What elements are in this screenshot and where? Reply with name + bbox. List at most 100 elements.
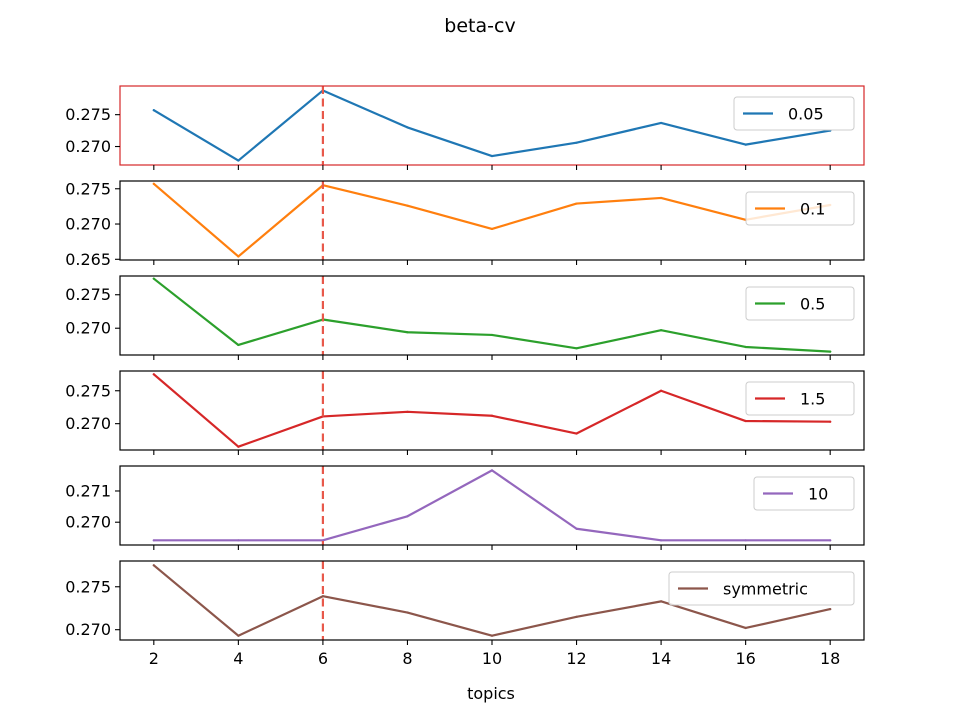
subplot-4: 0.270 0.275 1.5 [65,370,865,455]
legend-label: 0.05 [788,105,824,124]
legend-box [745,286,855,321]
subplot-2: 0.265 0.270 0.275 0.1 [65,179,865,269]
data-point [490,469,494,472]
x-tick-label: 2 [149,649,159,668]
data-point [152,564,155,567]
legend-box [745,381,855,416]
x-tick-label: 10 [482,649,502,668]
data-point [575,141,578,144]
x-tick-label: 16 [735,649,755,668]
data-point [575,202,578,205]
y-tick-label: 0.270 [65,137,111,156]
data-point [490,154,494,158]
data-point [659,196,663,200]
legend-label: 1.5 [800,390,825,409]
data-point [237,159,240,162]
subplot-6: 0.270 0.275 2 4 6 8 10 12 14 16 18 symmetric [65,560,865,668]
x-tick-label: 6 [318,649,328,668]
x-tick-label: 14 [651,649,671,668]
y-tick-label: 0.270 [65,215,111,234]
data-point [152,109,155,112]
y-tick-label: 0.275 [65,105,111,124]
legend: 0.05 [733,96,855,131]
data-point [152,539,155,542]
legend-label: 0.5 [800,295,825,314]
y-tick-label: 0.271 [65,481,111,500]
legend: 0.5 [745,286,855,321]
y-tick-label: 0.275 [65,285,111,304]
data-point [575,527,578,530]
x-tick-label: 4 [233,649,243,668]
data-point [744,345,747,349]
data-point [406,515,409,518]
data-point [237,343,240,347]
data-point [744,143,747,146]
data-point [575,347,578,350]
data-point [237,634,240,637]
legend-box [733,96,855,131]
subplot-1: 0.270 0.275 0.05 [65,85,865,170]
data-point [321,595,325,598]
y-tick-label: 0.270 [65,414,111,433]
subplot-3: 0.270 0.275 0.5 [65,275,865,360]
y-tick-label: 0.275 [65,381,111,400]
data-point [321,539,325,542]
data-point [406,204,409,207]
plot-area [120,181,864,260]
data-point [659,389,663,392]
data-point [575,432,578,435]
plot-area [120,466,864,545]
data-point [490,333,494,337]
x-tick-label: 8 [402,649,412,668]
data-point [659,329,663,332]
data-point [490,414,494,417]
data-point [406,611,409,614]
y-tick-label: 0.270 [65,319,111,338]
data-point [237,539,240,542]
chart-title: beta-cv [444,15,515,37]
data-point [152,277,155,280]
legend-box [668,571,855,606]
data-point [152,182,155,185]
subplot-5: 0.270 0.271 10 [65,465,865,550]
legend-label: 10 [808,485,828,504]
data-point [829,350,832,353]
plot-area [120,371,864,450]
data-point [744,539,747,542]
data-point [829,607,832,611]
x-tick-label: 12 [566,649,586,668]
data-point [490,227,494,231]
data-point [490,634,494,637]
x-tick-label: 18 [820,649,840,668]
data-point [237,255,240,258]
legend: 1.5 [745,381,855,416]
legend-label: symmetric [723,580,808,599]
y-tick-label: 0.270 [65,620,111,639]
data-point [152,373,155,376]
data-point [406,126,409,129]
legend-label: 0.1 [800,200,825,219]
data-point [237,445,240,448]
data-point [659,121,663,125]
legend-box [753,476,855,511]
x-axis-label: topics [467,684,515,703]
y-tick-label: 0.270 [65,513,111,532]
plot-area [120,276,864,355]
data-point [659,600,663,603]
legend: symmetric [668,571,855,606]
y-tick-label: 0.275 [65,179,111,198]
y-tick-label: 0.265 [65,250,111,269]
legend-box [745,191,855,226]
data-point [575,615,578,618]
data-point [829,420,832,423]
data-point [659,539,663,542]
y-tick-label: 0.275 [65,577,111,596]
data-point [744,419,747,423]
legend: 10 [753,476,855,511]
data-point [406,410,409,413]
data-point [829,539,832,542]
legend: 0.1 [745,191,855,226]
